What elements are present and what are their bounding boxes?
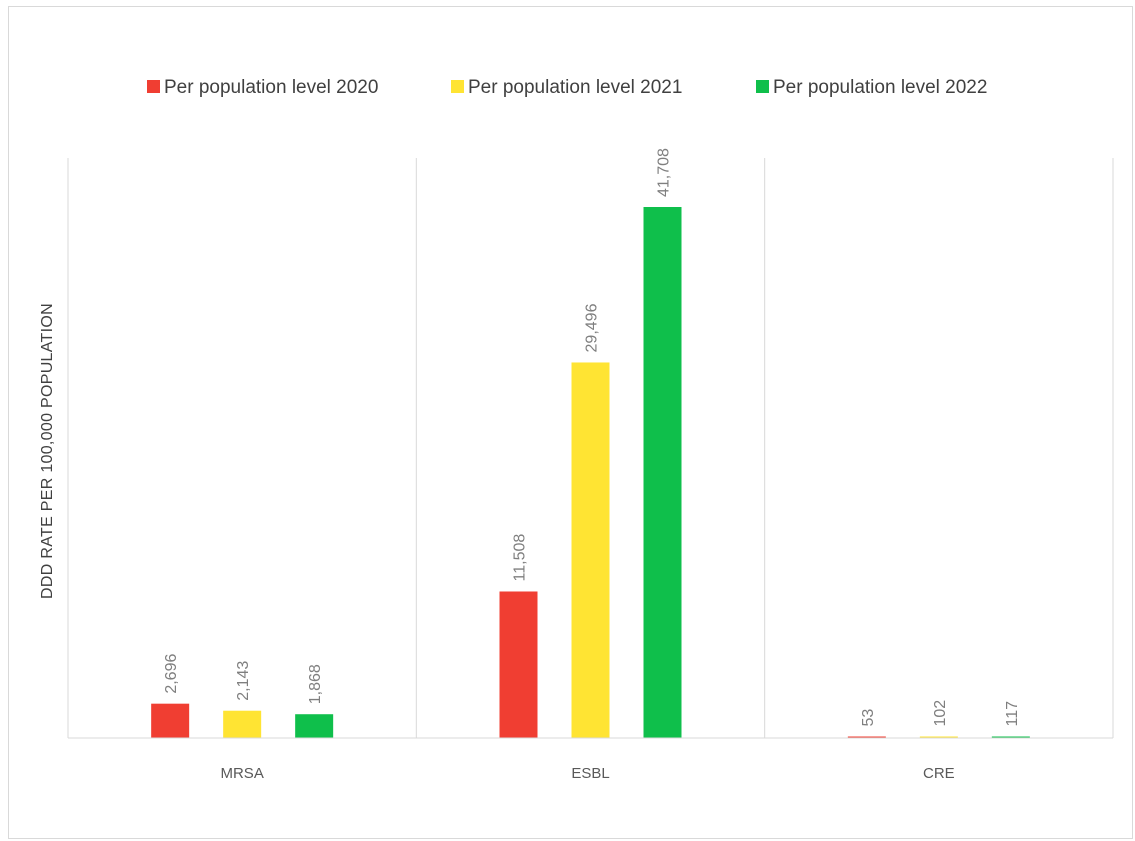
data-label: 2,143 [235,661,252,701]
bar-esbl-3 [643,207,682,738]
bar-esbl-1 [499,591,538,738]
data-label: 29,496 [584,303,601,352]
legend-label: Per population level 2020 [164,77,378,98]
legend-swatch [147,80,160,93]
category-separators [67,158,1114,738]
x-axis-tick-labels: MRSA ESBL CRE [220,765,954,782]
bar-esbl-2 [571,362,610,738]
data-label: 117 [1004,701,1021,727]
bar-mrsa-3 [295,714,334,738]
data-label: 1,868 [307,664,324,704]
bar-cre-1 [847,736,886,738]
data-label: 53 [860,709,877,727]
legend-swatch [756,80,769,93]
x-tick-label-mrsa: MRSA [220,765,263,782]
chart-frame [8,6,1133,839]
bar-cre-2 [919,736,958,738]
legend-label: Per population level 2022 [773,77,987,98]
legend-label: Per population level 2021 [468,77,682,98]
data-label: 11,508 [512,534,529,582]
data-label: 102 [932,700,949,727]
legend-swatch [451,80,464,93]
x-tick-label-cre: CRE [923,765,955,782]
data-label: 2,696 [163,654,180,694]
x-tick-label-esbl: ESBL [571,765,609,782]
data-labels: 2,696 2,143 1,868 11,508 29,496 41,708 53 102 11… [163,148,1021,727]
legend: Per population level 2020 Per population … [147,77,987,98]
bar-cre-3 [991,736,1030,738]
bar-mrsa-2 [223,710,262,738]
y-axis-label: DDD RATE PER 100,000 POPULATION [39,303,56,599]
data-label: 41,708 [656,148,673,197]
bar-mrsa-1 [151,703,190,738]
bars [151,207,1030,738]
